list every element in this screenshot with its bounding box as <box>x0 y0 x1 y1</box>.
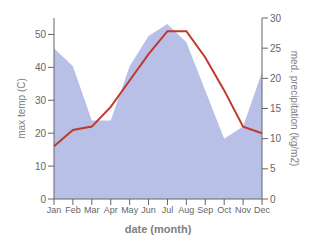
svg-text:30: 30 <box>35 95 47 106</box>
svg-text:Jul: Jul <box>162 205 174 215</box>
svg-text:Mar: Mar <box>84 205 100 215</box>
svg-text:med. precipitation (kg/m2): med. precipitation (kg/m2) <box>289 51 300 167</box>
svg-text:20: 20 <box>270 73 282 84</box>
svg-text:0: 0 <box>40 194 46 205</box>
svg-text:40: 40 <box>35 62 47 73</box>
svg-text:Dec: Dec <box>254 205 271 215</box>
svg-text:5: 5 <box>270 163 276 174</box>
svg-text:Jan: Jan <box>47 205 62 215</box>
svg-text:30: 30 <box>270 13 282 24</box>
svg-text:date (month): date (month) <box>125 223 192 235</box>
svg-text:15: 15 <box>270 103 282 114</box>
svg-text:50: 50 <box>35 29 47 40</box>
svg-text:Nov: Nov <box>235 205 252 215</box>
svg-text:Apr: Apr <box>104 205 118 215</box>
svg-text:Jun: Jun <box>141 205 156 215</box>
svg-text:Sep: Sep <box>197 205 213 215</box>
svg-text:Oct: Oct <box>217 205 232 215</box>
svg-text:20: 20 <box>35 128 47 139</box>
svg-text:25: 25 <box>270 43 282 54</box>
svg-text:Feb: Feb <box>65 205 81 215</box>
svg-text:0: 0 <box>270 194 276 205</box>
svg-text:May: May <box>121 205 139 215</box>
svg-text:10: 10 <box>270 133 282 144</box>
svg-text:Aug: Aug <box>178 205 194 215</box>
svg-text:10: 10 <box>35 161 47 172</box>
svg-text:max temp (C): max temp (C) <box>16 78 27 139</box>
